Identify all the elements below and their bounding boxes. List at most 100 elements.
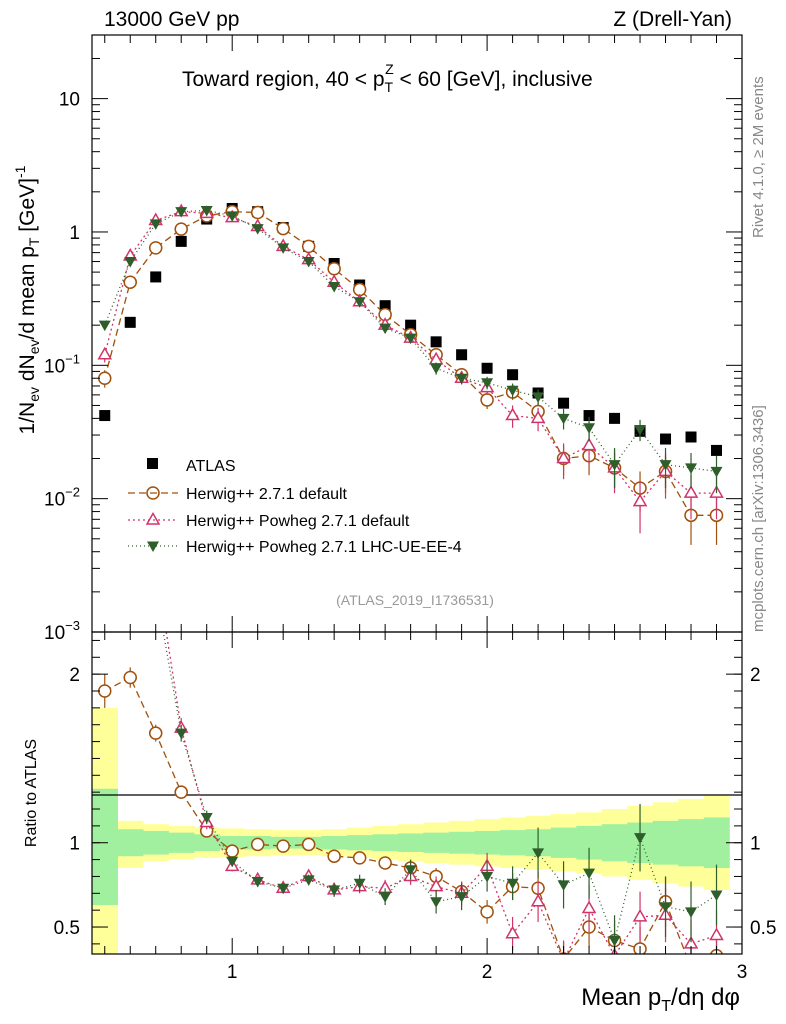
- data-point-powheg_lhc: [710, 466, 723, 478]
- data-point-herwig_default: [123, 275, 137, 289]
- title-subscript: T: [385, 79, 394, 95]
- ratio-point-powheg_lhc: [506, 878, 519, 890]
- main-ytick-exp: −3: [65, 618, 80, 633]
- legend: ATLAS Herwig++ 2.7.1 default Herwig++ Po…: [128, 458, 462, 556]
- ratio-point-powheg_default: [562, 952, 565, 954]
- legend-item-powheg-default: Herwig++ Powheg 2.7.1 default: [128, 511, 410, 530]
- data-point-powheg_lhc: [455, 373, 468, 385]
- data-point-herwig_default: [327, 261, 341, 276]
- ratio-series-powheg_lhc: [99, 198, 723, 954]
- band-inner-bin: [142, 830, 169, 855]
- band-inner-bin: [550, 827, 577, 858]
- header-left-label: 13000 GeV pp: [104, 8, 239, 31]
- data-point-powheg_lhc: [481, 378, 494, 389]
- ratio-point-herwig_default: [480, 905, 494, 919]
- legend-label-atlas: ATLAS: [186, 458, 236, 475]
- data-point-powheg_lhc: [634, 425, 647, 436]
- header-right-label: Z (Drell-Yan): [613, 8, 732, 31]
- ratio-xtick-label: 2: [482, 962, 493, 983]
- data-point-powheg_lhc: [506, 385, 519, 397]
- band-inner-bin: [92, 788, 118, 906]
- data-point-atlas: [609, 412, 621, 424]
- ratio-xtick-label: 1: [227, 962, 238, 983]
- ratio-point-herwig_default: [97, 684, 112, 698]
- data-point-atlas: [481, 362, 493, 374]
- data-point-herwig_default: [97, 371, 112, 385]
- ratio-point-powheg_lhc: [404, 865, 417, 876]
- ratio-ytick-label-right: 1: [750, 834, 761, 855]
- data-point-powheg_lhc: [175, 207, 188, 218]
- data-point-powheg_lhc: [379, 323, 392, 335]
- band-inner-bin: [601, 824, 628, 862]
- ratio-point-powheg_lhc: [277, 883, 290, 895]
- data-point-atlas: [660, 433, 672, 445]
- ratio-point-powheg_lhc: [481, 871, 494, 883]
- main-ytick-exp: −1: [65, 351, 80, 366]
- ratio-point-powheg_default: [581, 900, 597, 914]
- data-point-atlas: [583, 410, 595, 422]
- ratio-point-powheg_default: [124, 482, 136, 493]
- main-y-axis-label: 1/Nev dNev/d mean pT [GeV]-1: [12, 165, 42, 434]
- legend-label-herwig-default: Herwig++ 2.7.1 default: [186, 486, 348, 503]
- ratio-point-powheg_default: [150, 558, 162, 569]
- data-point-powheg_lhc: [226, 211, 239, 222]
- data-point-powheg_default: [683, 485, 699, 498]
- data-point-powheg_lhc: [353, 297, 366, 308]
- ratio-point-powheg_lhc: [99, 198, 111, 209]
- ratio-point-powheg_lhc: [455, 892, 468, 903]
- data-point-powheg_lhc: [149, 219, 162, 230]
- main-ytick-base: 10: [44, 356, 65, 377]
- ratio-line-powheg_default: [165, 632, 717, 954]
- band-inner-bin: [193, 834, 220, 852]
- main-ytick-label: 10−1: [44, 351, 80, 377]
- data-point-herwig_default: [301, 239, 316, 254]
- band-inner-bin: [346, 835, 373, 851]
- data-point-herwig_default: [148, 241, 163, 255]
- ratio-point-powheg_default: [709, 927, 724, 941]
- ratio-point-powheg_default: [505, 925, 520, 939]
- ratio-point-herwig_default: [378, 856, 392, 870]
- ratio-ytick-label: 2: [69, 665, 80, 686]
- data-point-atlas: [558, 397, 570, 409]
- data-point-atlas: [175, 235, 187, 247]
- legend-item-herwig-default: Herwig++ 2.7.1 default: [128, 486, 348, 503]
- data-point-powheg_lhc: [557, 413, 570, 425]
- legend-marker-atlas: [147, 458, 158, 469]
- ratio-point-herwig_default: [327, 849, 341, 863]
- main-ytick-base: 10: [44, 623, 65, 644]
- ratio-point-powheg_lhc: [251, 877, 264, 888]
- data-point-powheg_lhc: [328, 281, 341, 293]
- legend-marker-herwig-default: [146, 486, 160, 500]
- ratio-point-powheg_lhc: [379, 892, 392, 903]
- series-powheg_lhc: [98, 205, 723, 494]
- data-point-powheg_lhc: [404, 333, 417, 345]
- data-point-powheg_lhc: [124, 257, 137, 268]
- band-inner-bin: [474, 830, 501, 855]
- ratio-point-powheg_lhc: [659, 902, 672, 913]
- ratio-point-powheg_default: [530, 893, 546, 907]
- main-title: Toward region, 40 < pTZ < 60 [GeV], incl…: [182, 61, 593, 95]
- ratio-point-powheg_default: [632, 908, 648, 922]
- rivet-version-label: Rivet 4.1.0, ≥ 2M events: [750, 76, 767, 238]
- ratio-point-herwig_default: [225, 844, 239, 858]
- band-inner-bin: [499, 830, 526, 856]
- main-ytick-base: 10: [44, 490, 65, 511]
- ratio-point-powheg_lhc: [226, 856, 239, 868]
- data-point-herwig_default: [250, 205, 265, 220]
- ratio-point-powheg_lhc: [302, 875, 315, 886]
- data-point-powheg_lhc: [430, 363, 443, 375]
- band-inner-bin: [321, 835, 348, 850]
- ratio-point-powheg_lhc: [353, 878, 366, 890]
- ratio-point-powheg_lhc: [430, 897, 443, 908]
- ratio-point-herwig_default: [276, 839, 290, 853]
- mcplots-label: mcplots.cern.ch [arXiv:1306.3436]: [750, 405, 767, 632]
- band-inner-bin: [372, 834, 399, 852]
- ratio-xtick-label: 3: [737, 962, 748, 983]
- data-point-powheg_lhc: [200, 205, 213, 217]
- ratio-ytick-label-right: 2: [750, 665, 761, 686]
- band-inner-bin: [397, 833, 424, 853]
- data-point-atlas: [150, 271, 162, 283]
- ratio-point-powheg_lhc: [557, 880, 570, 891]
- analysis-id-annotation: (ATLAS_2019_I1736531): [336, 592, 494, 608]
